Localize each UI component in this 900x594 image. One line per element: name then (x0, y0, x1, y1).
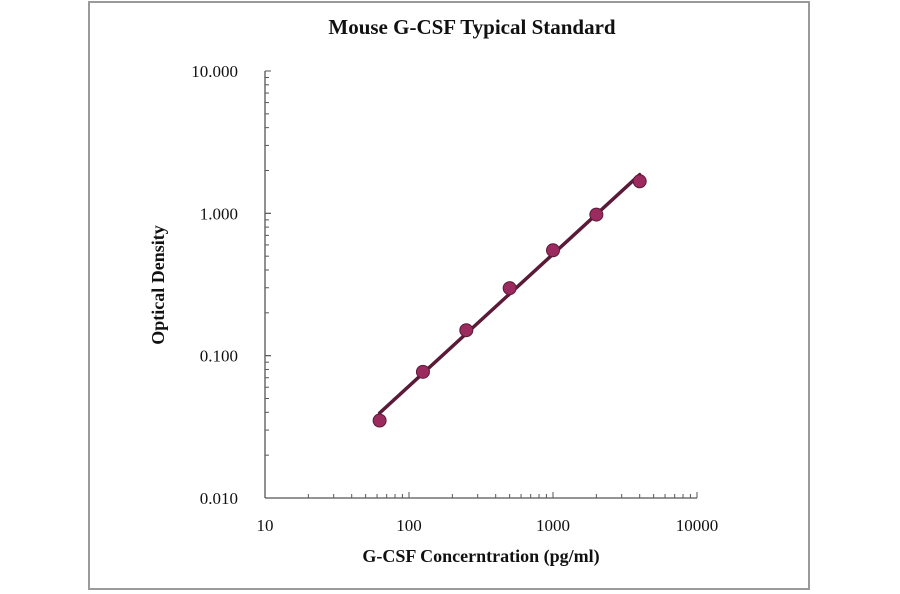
y-tick-label: 0.010 (200, 489, 238, 508)
x-tick-label: 100 (396, 516, 422, 535)
chart-frame (88, 1, 810, 590)
data-point (459, 323, 474, 338)
x-tick-label: 1000 (536, 516, 570, 535)
data-point (415, 364, 430, 379)
y-axis-label: Optical Density (148, 225, 168, 345)
y-tick-label: 1.000 (200, 204, 238, 223)
data-point (546, 243, 560, 258)
data-point (632, 174, 647, 189)
data-point (372, 413, 387, 428)
data-point (502, 281, 517, 296)
data-point (589, 207, 604, 222)
chart-title: Mouse G-CSF Typical Standard (328, 15, 616, 39)
y-tick-label: 10.000 (191, 62, 238, 81)
y-tick-label: 0.100 (200, 347, 238, 366)
x-axis-label: G-CSF Concerntration (pg/ml) (362, 546, 599, 567)
x-tick-label: 10 (257, 516, 274, 535)
x-tick-label: 10000 (676, 516, 719, 535)
